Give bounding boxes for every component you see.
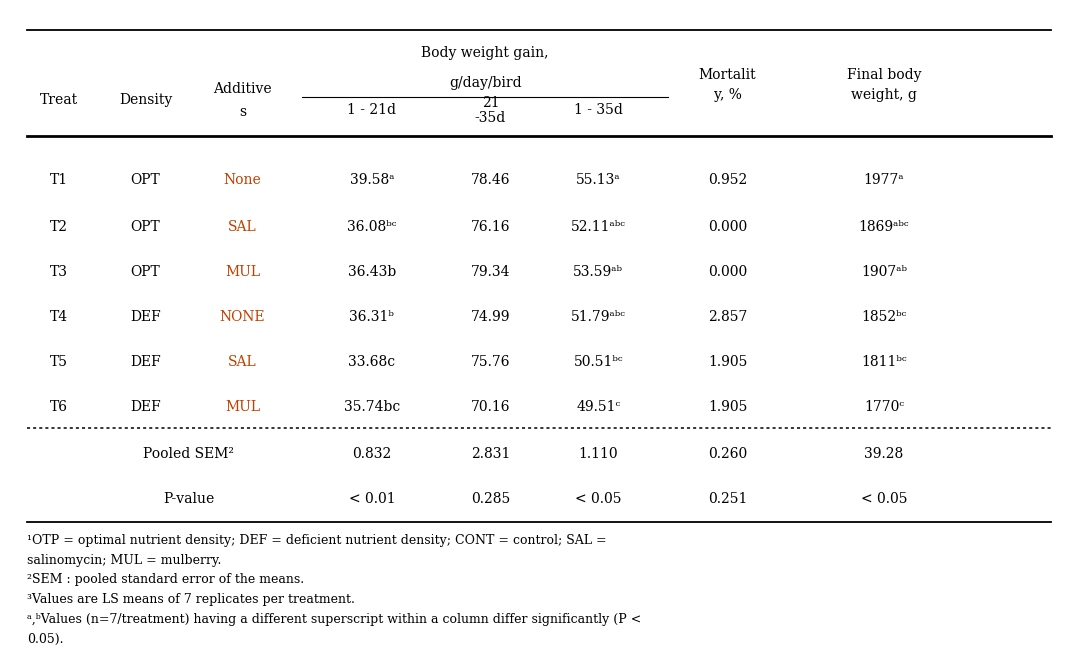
- Text: s: s: [239, 105, 246, 119]
- Text: DEF: DEF: [130, 310, 161, 324]
- Text: Body weight gain,: Body weight gain,: [421, 46, 549, 60]
- Text: SAL: SAL: [229, 355, 257, 369]
- Text: SAL: SAL: [229, 219, 257, 234]
- Text: 36.08ᵇᶜ: 36.08ᵇᶜ: [347, 219, 397, 234]
- Text: None: None: [223, 173, 262, 188]
- Text: 0.260: 0.260: [708, 447, 747, 461]
- Text: 36.31ᵇ: 36.31ᵇ: [349, 310, 395, 324]
- Text: y, %: y, %: [714, 88, 742, 102]
- Text: 51.79ᵃᵇᶜ: 51.79ᵃᵇᶜ: [570, 310, 626, 324]
- Text: MUL: MUL: [225, 400, 260, 414]
- Text: 70.16: 70.16: [471, 400, 510, 414]
- Text: T4: T4: [51, 310, 68, 324]
- Text: 33.68c: 33.68c: [348, 355, 396, 369]
- Text: 0.285: 0.285: [471, 491, 510, 506]
- Text: Treat: Treat: [40, 93, 79, 107]
- Text: 0.832: 0.832: [353, 447, 391, 461]
- Text: 1869ᵃᵇᶜ: 1869ᵃᵇᶜ: [859, 219, 909, 234]
- Text: 0.000: 0.000: [708, 219, 747, 234]
- Text: 1907ᵃᵇ: 1907ᵃᵇ: [861, 265, 907, 279]
- Text: NONE: NONE: [220, 310, 265, 324]
- Text: 50.51ᵇᶜ: 50.51ᵇᶜ: [573, 355, 623, 369]
- Text: -35d: -35d: [475, 111, 506, 125]
- Text: 0.251: 0.251: [708, 491, 747, 506]
- Text: 36.43b: 36.43b: [348, 265, 396, 279]
- Text: ³Values are LS means of 7 replicates per treatment.: ³Values are LS means of 7 replicates per…: [27, 593, 355, 607]
- Text: 1.905: 1.905: [708, 355, 747, 369]
- Text: 39.58ᵃ: 39.58ᵃ: [349, 173, 395, 188]
- Text: 52.11ᵃᵇᶜ: 52.11ᵃᵇᶜ: [570, 219, 626, 234]
- Text: T3: T3: [51, 265, 68, 279]
- Text: 1 - 21d: 1 - 21d: [347, 103, 397, 117]
- Text: 0.952: 0.952: [708, 173, 747, 188]
- Text: < 0.05: < 0.05: [860, 491, 908, 506]
- Text: T5: T5: [51, 355, 68, 369]
- Text: T2: T2: [51, 219, 68, 234]
- Text: 55.13ᵃ: 55.13ᵃ: [576, 173, 621, 188]
- Text: ᵃ,ᵇValues (n=7/treatment) having a different superscript within a column differ : ᵃ,ᵇValues (n=7/treatment) having a diffe…: [27, 613, 641, 627]
- Text: MUL: MUL: [225, 265, 260, 279]
- Text: 74.99: 74.99: [471, 310, 510, 324]
- Text: OPT: OPT: [130, 173, 161, 188]
- Text: Additive: Additive: [213, 82, 272, 95]
- Text: 1770ᶜ: 1770ᶜ: [863, 400, 904, 414]
- Text: Density: Density: [119, 93, 172, 107]
- Text: < 0.05: < 0.05: [575, 491, 622, 506]
- Text: Final body: Final body: [846, 68, 922, 82]
- Text: ²SEM : pooled standard error of the means.: ²SEM : pooled standard error of the mean…: [27, 573, 304, 587]
- Text: 35.74bc: 35.74bc: [344, 400, 400, 414]
- Text: 53.59ᵃᵇ: 53.59ᵃᵇ: [573, 265, 623, 279]
- Text: salinomycin; MUL = mulberry.: salinomycin; MUL = mulberry.: [27, 554, 221, 567]
- Text: Mortalit: Mortalit: [699, 68, 757, 82]
- Text: OPT: OPT: [130, 219, 161, 234]
- Text: weight, g: weight, g: [851, 88, 917, 102]
- Text: 39.28: 39.28: [865, 447, 903, 461]
- Text: 76.16: 76.16: [471, 219, 510, 234]
- Text: DEF: DEF: [130, 400, 161, 414]
- Text: 21: 21: [482, 95, 499, 110]
- Text: 1977ᵃ: 1977ᵃ: [863, 173, 904, 188]
- Text: T1: T1: [51, 173, 68, 188]
- Text: < 0.01: < 0.01: [348, 491, 396, 506]
- Text: 0.05).: 0.05).: [27, 633, 64, 646]
- Text: T6: T6: [51, 400, 68, 414]
- Text: 79.34: 79.34: [471, 265, 510, 279]
- Text: 1 - 35d: 1 - 35d: [573, 103, 623, 117]
- Text: 2.831: 2.831: [471, 447, 510, 461]
- Text: 1811ᵇᶜ: 1811ᵇᶜ: [861, 355, 907, 369]
- Text: 1852ᵇᶜ: 1852ᵇᶜ: [861, 310, 907, 324]
- Text: 0.000: 0.000: [708, 265, 747, 279]
- Text: Pooled SEM²: Pooled SEM²: [143, 447, 234, 461]
- Text: g/day/bird: g/day/bird: [448, 76, 522, 90]
- Text: 78.46: 78.46: [471, 173, 510, 188]
- Text: DEF: DEF: [130, 355, 161, 369]
- Text: 49.51ᶜ: 49.51ᶜ: [576, 400, 621, 414]
- Text: 2.857: 2.857: [708, 310, 747, 324]
- Text: P-value: P-value: [163, 491, 215, 506]
- Text: 1.905: 1.905: [708, 400, 747, 414]
- Text: 75.76: 75.76: [471, 355, 510, 369]
- Text: 1.110: 1.110: [579, 447, 618, 461]
- Text: ¹OTP = optimal nutrient density; DEF = deficient nutrient density; CONT = contro: ¹OTP = optimal nutrient density; DEF = d…: [27, 534, 607, 547]
- Text: OPT: OPT: [130, 265, 161, 279]
